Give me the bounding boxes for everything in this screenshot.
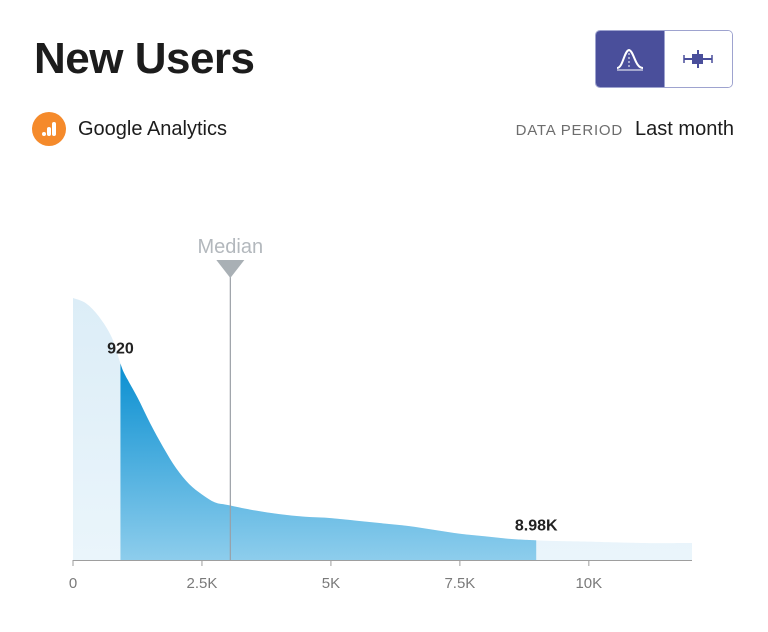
- distribution-curve-icon: [616, 48, 643, 71]
- data-source-label: Google Analytics: [78, 117, 227, 140]
- box-plot-view-button[interactable]: [663, 31, 732, 87]
- data-source: Google Analytics: [32, 112, 227, 146]
- view-toggle: [595, 30, 733, 88]
- page-title: New Users: [34, 34, 255, 83]
- range-end-label: 8.98K: [515, 517, 558, 534]
- range-start-label: 920: [107, 341, 134, 358]
- x-tick-label: 5K: [322, 575, 340, 592]
- data-period: DATA PERIOD Last month: [516, 118, 734, 141]
- distribution-view-button[interactable]: [596, 31, 664, 87]
- data-period-value[interactable]: Last month: [635, 118, 734, 140]
- data-period-label: DATA PERIOD: [515, 122, 624, 139]
- box-plot-icon: [683, 50, 713, 68]
- x-tick-label: 10K: [575, 575, 602, 592]
- median-marker-icon: [216, 260, 245, 278]
- google-analytics-icon: [32, 112, 66, 146]
- x-tick-label: 7.5K: [444, 575, 475, 592]
- x-tick-label: 2.5K: [187, 575, 218, 592]
- highlight-range-area: [120, 363, 537, 560]
- median-label: Median: [198, 236, 264, 258]
- x-tick-label: 0: [69, 575, 77, 592]
